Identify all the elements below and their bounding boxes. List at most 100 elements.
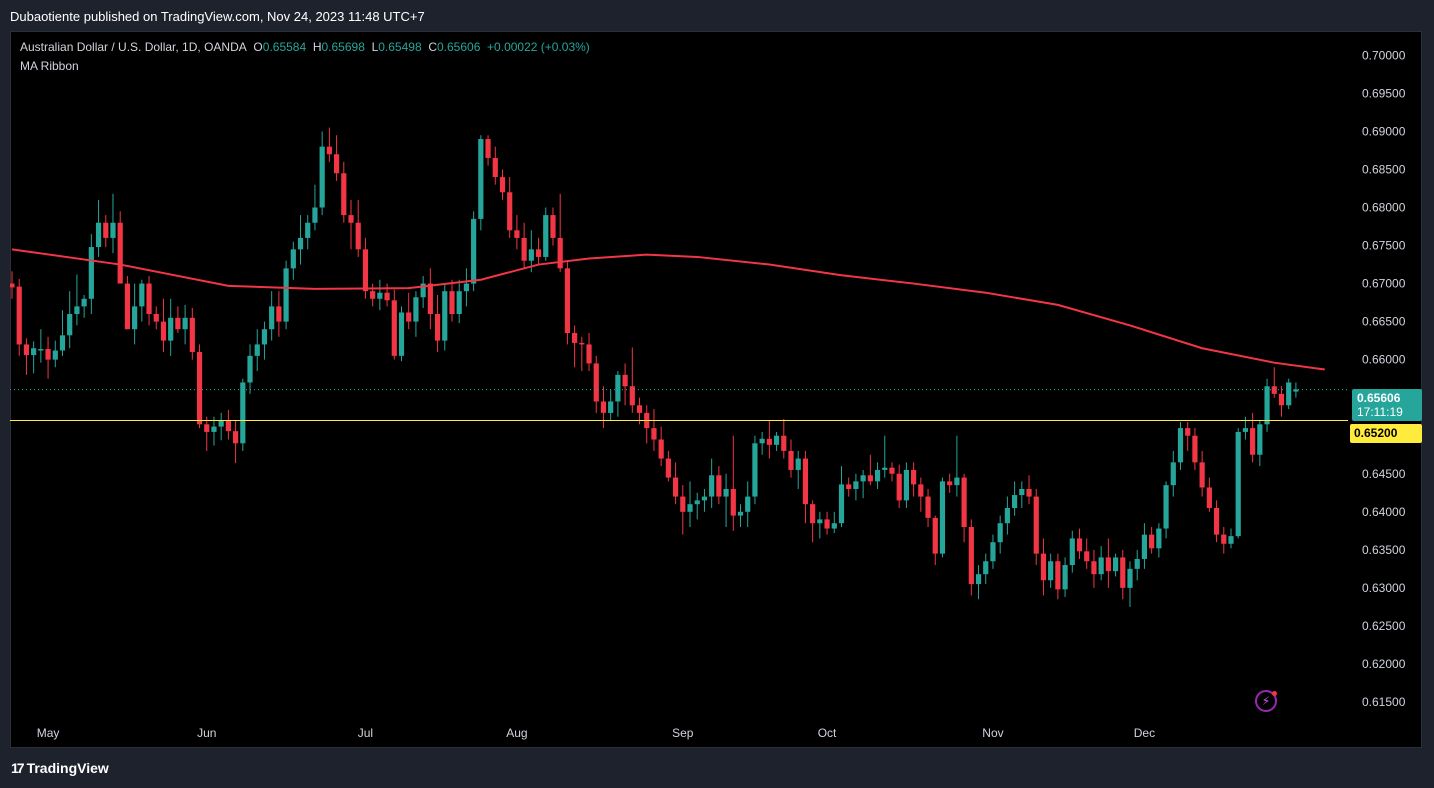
- candle: [1098, 546, 1104, 581]
- candle-body: [1206, 487, 1212, 508]
- candle-body: [254, 344, 260, 356]
- candle: [1012, 481, 1018, 516]
- price-tick-label: 0.68000: [1362, 200, 1406, 214]
- candle-body: [233, 431, 239, 444]
- candle-body: [1134, 558, 1140, 569]
- candle-body: [983, 561, 989, 575]
- candle-body: [672, 477, 679, 497]
- candle: [867, 454, 873, 486]
- candle-body: [954, 477, 960, 486]
- candle: [1213, 500, 1220, 543]
- candle-body: [1228, 536, 1234, 544]
- time-axis[interactable]: May Jun Jul Aug Sep Oct Nov Dec: [37, 726, 1155, 740]
- candle: [377, 279, 383, 311]
- candle: [1033, 488, 1039, 566]
- candle: [1019, 481, 1025, 508]
- candles: [10, 127, 1299, 607]
- candle: [1206, 477, 1212, 512]
- candle-body: [31, 348, 37, 356]
- candle-body: [810, 504, 816, 524]
- candle: [485, 135, 491, 166]
- candle-body: [269, 306, 275, 330]
- publish-info: Dubaotiente published on TradingView.com…: [10, 9, 425, 24]
- candle-body: [326, 146, 332, 155]
- candle-body: [1242, 428, 1249, 432]
- candle: [579, 336, 585, 372]
- price-tick-label: 0.64500: [1362, 467, 1406, 481]
- candle-body: [860, 475, 866, 482]
- candle-body: [1264, 386, 1270, 425]
- brand-name: TradingView: [26, 760, 109, 776]
- candle: [38, 329, 44, 363]
- candle-body: [947, 481, 953, 486]
- candle-body: [290, 249, 296, 269]
- candle-body: [535, 249, 542, 257]
- candle: [225, 409, 231, 440]
- candle: [1235, 428, 1241, 539]
- candle: [1105, 538, 1111, 588]
- notification-dot: [1272, 691, 1277, 696]
- candle-body: [1069, 538, 1075, 566]
- open-value: 0.65584: [262, 40, 307, 54]
- candle-body: [896, 473, 902, 501]
- candle: [997, 515, 1003, 554]
- candle-body: [521, 237, 527, 261]
- lightning-icon[interactable]: ⚡: [1255, 690, 1277, 712]
- last-price-badge: 0.65606 17:11:19: [1352, 389, 1422, 421]
- candle: [283, 260, 289, 330]
- candle: [247, 344, 253, 394]
- candle-body: [463, 283, 470, 292]
- time-tick-label: May: [37, 726, 60, 740]
- indicator-label[interactable]: MA Ribbon: [20, 59, 79, 73]
- candle: [572, 325, 578, 368]
- candle: [882, 435, 888, 478]
- candle: [1026, 475, 1032, 505]
- candle: [896, 464, 902, 508]
- candle: [74, 274, 80, 326]
- candle-body: [514, 230, 520, 238]
- candle-body: [10, 283, 15, 288]
- price-chart[interactable]: 0.70000 0.69500 0.69000 0.68500 0.68000 0.675…: [10, 31, 1422, 748]
- candle-body: [175, 317, 181, 330]
- candle: [759, 431, 765, 455]
- candle: [651, 409, 657, 451]
- price-tick-label: 0.62500: [1362, 619, 1406, 633]
- level-price-badge: 0.65200: [1350, 424, 1422, 443]
- time-tick-label: Sep: [672, 726, 694, 740]
- low-value: 0.65498: [378, 40, 422, 54]
- tradingview-logo[interactable]: 17 TradingView: [11, 760, 109, 776]
- candle: [802, 450, 809, 524]
- candle-body: [788, 450, 794, 470]
- candle: [586, 333, 592, 372]
- candle-body: [1012, 495, 1018, 508]
- price-axis[interactable]: 0.70000 0.69500 0.69000 0.68500 0.68000 0.675…: [1362, 48, 1406, 709]
- candle-body: [434, 313, 441, 341]
- candle: [67, 291, 73, 349]
- candle: [132, 283, 138, 345]
- candle-body: [139, 283, 145, 307]
- candle: [1185, 422, 1191, 451]
- time-tick-label: Jun: [197, 726, 216, 740]
- candle-body: [550, 215, 556, 238]
- candle: [471, 211, 477, 292]
- candle-body: [975, 574, 982, 585]
- candle-body: [391, 300, 397, 356]
- low-label: L: [371, 40, 379, 54]
- candle: [550, 207, 556, 246]
- candle-body: [939, 481, 946, 554]
- candle-body: [831, 523, 837, 529]
- candle-body: [608, 401, 614, 413]
- candle-body: [773, 435, 780, 445]
- candle: [124, 275, 131, 330]
- candle-body: [160, 321, 167, 341]
- candle-body: [658, 439, 664, 459]
- candle-body: [196, 352, 203, 425]
- candle: [146, 275, 152, 326]
- candle: [615, 371, 621, 417]
- candle-body: [802, 458, 809, 505]
- candle-body: [1048, 561, 1054, 581]
- candle-body: [745, 496, 751, 512]
- price-tick-label: 0.68500: [1362, 162, 1406, 176]
- price-tick-label: 0.70000: [1362, 48, 1406, 62]
- candle: [543, 207, 549, 261]
